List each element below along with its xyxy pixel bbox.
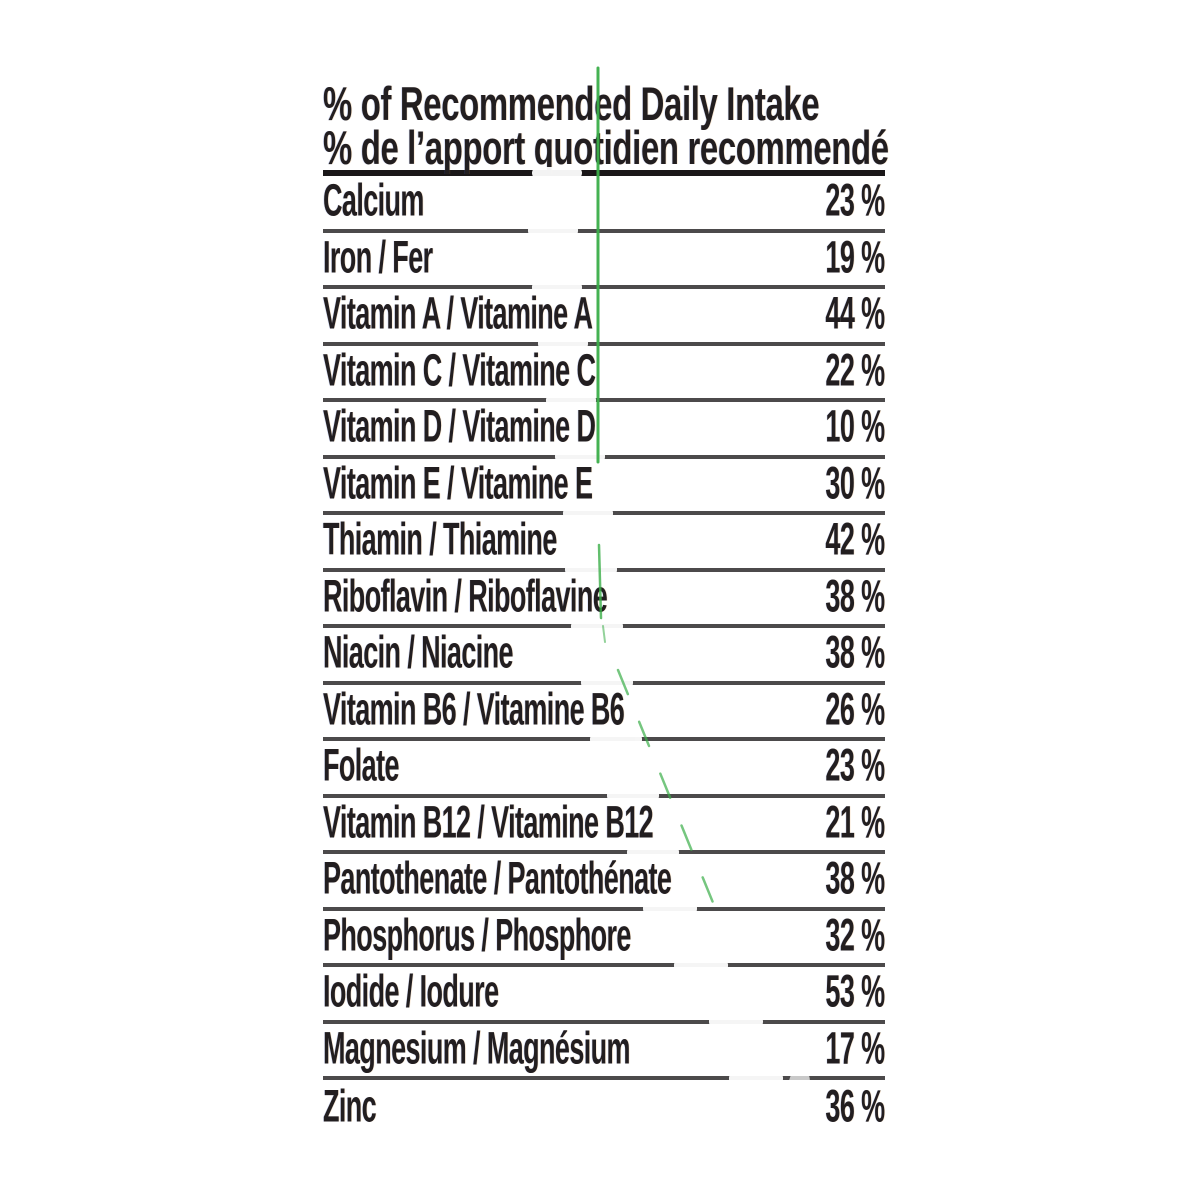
nutrient-name: Vitamin C / Vitamine C — [323, 344, 596, 396]
panel-title-en: % of Recommended Daily Intake — [323, 77, 820, 130]
nutrient-row: Vitamin B12 / Vitamine B12 21 % — [323, 796, 886, 854]
nutrient-name: Riboflavin / Riboflavine — [323, 570, 608, 622]
rdi-panel: % of Recommended Daily Intake % de l’app… — [323, 77, 889, 1137]
nutrient-percent: 38 % — [825, 626, 886, 678]
nutrient-percent: 19 % — [825, 231, 886, 283]
header-rule — [323, 170, 885, 176]
nutrient-row: Vitamin C / Vitamine C 22 % — [323, 344, 886, 402]
nutrient-percent: 10 % — [825, 400, 886, 452]
nutrient-row: Folate 23 % — [323, 739, 886, 798]
nutrient-row: Pantothenate / Pantothénate 38 % — [323, 852, 886, 911]
panel-title-fr: % de l’apport quotidien recommendé — [323, 121, 889, 174]
nutrient-name: Vitamin B6 / Vitamine B6 — [323, 683, 625, 735]
nutrient-name: Vitamin B12 / Vitamine B12 — [323, 796, 654, 848]
nutrient-row: Vitamin E / Vitamine E 30 % — [323, 457, 886, 515]
nutrient-row: Vitamin D / Vitamine D 10 % — [323, 400, 886, 459]
nutrient-percent: 17 % — [825, 1022, 886, 1074]
nutrient-table: Calcium 23 % Iron / Fer 19 % Vitamin A /… — [323, 174, 886, 1137]
nutrient-name: Pantothenate / Pantothénate — [323, 852, 672, 904]
nutrient-percent: 21 % — [825, 796, 886, 848]
nutrient-percent: 23 % — [825, 174, 886, 226]
nutrient-name: Folate — [323, 739, 400, 791]
nutrient-row: Riboflavin / Riboflavine 38 % — [323, 570, 886, 628]
nutrient-percent: 32 % — [825, 909, 886, 961]
nutrient-percent: 26 % — [825, 683, 886, 735]
nutrient-percent: 36 % — [825, 1080, 886, 1132]
nutrient-name: Iodide / Iodure — [323, 965, 499, 1017]
nutrient-percent: 23 % — [825, 739, 886, 791]
nutrient-percent: 30 % — [825, 457, 886, 509]
nutrient-name: Vitamin A / Vitamine A — [323, 287, 593, 339]
nutrient-row: Zinc 36 % — [323, 1080, 886, 1137]
nutrient-name: Phosphorus / Phosphore — [323, 909, 631, 961]
nutrient-name: Vitamin D / Vitamine D — [323, 400, 596, 452]
nutrient-row: Vitamin A / Vitamine A 44 % — [323, 287, 886, 346]
nutrient-row: Phosphorus / Phosphore 32 % — [323, 909, 886, 967]
nutrient-row: Iron / Fer 19 % — [323, 231, 886, 289]
nutrient-name: Magnesium / Magnésium — [323, 1022, 631, 1074]
nutrient-name: Niacin / Niacine — [323, 626, 514, 678]
nutrient-row: Magnesium / Magnésium 17 % — [323, 1022, 886, 1080]
nutrient-name: Thiamin / Thiamine — [323, 513, 557, 565]
nutrient-row: Vitamin B6 / Vitamine B6 26 % — [323, 683, 886, 741]
nutrient-row: Iodide / Iodure 53 % — [323, 965, 886, 1024]
nutrient-percent: 42 % — [825, 513, 886, 565]
nutrient-row: Calcium 23 % — [323, 174, 886, 233]
nutrient-percent: 22 % — [825, 344, 886, 396]
nutrient-percent: 53 % — [825, 965, 886, 1017]
nutrient-percent: 44 % — [825, 287, 886, 339]
nutrient-row: Niacin / Niacine 38 % — [323, 626, 886, 685]
nutrient-percent: 38 % — [825, 570, 886, 622]
nutrient-name: Iron / Fer — [323, 231, 433, 283]
nutrient-percent: 38 % — [825, 852, 886, 904]
nutrient-row: Thiamin / Thiamine 42 % — [323, 513, 886, 572]
nutrient-name: Calcium — [323, 174, 424, 226]
nutrient-name: Zinc — [323, 1080, 377, 1132]
nutrient-name: Vitamin E / Vitamine E — [323, 457, 593, 509]
